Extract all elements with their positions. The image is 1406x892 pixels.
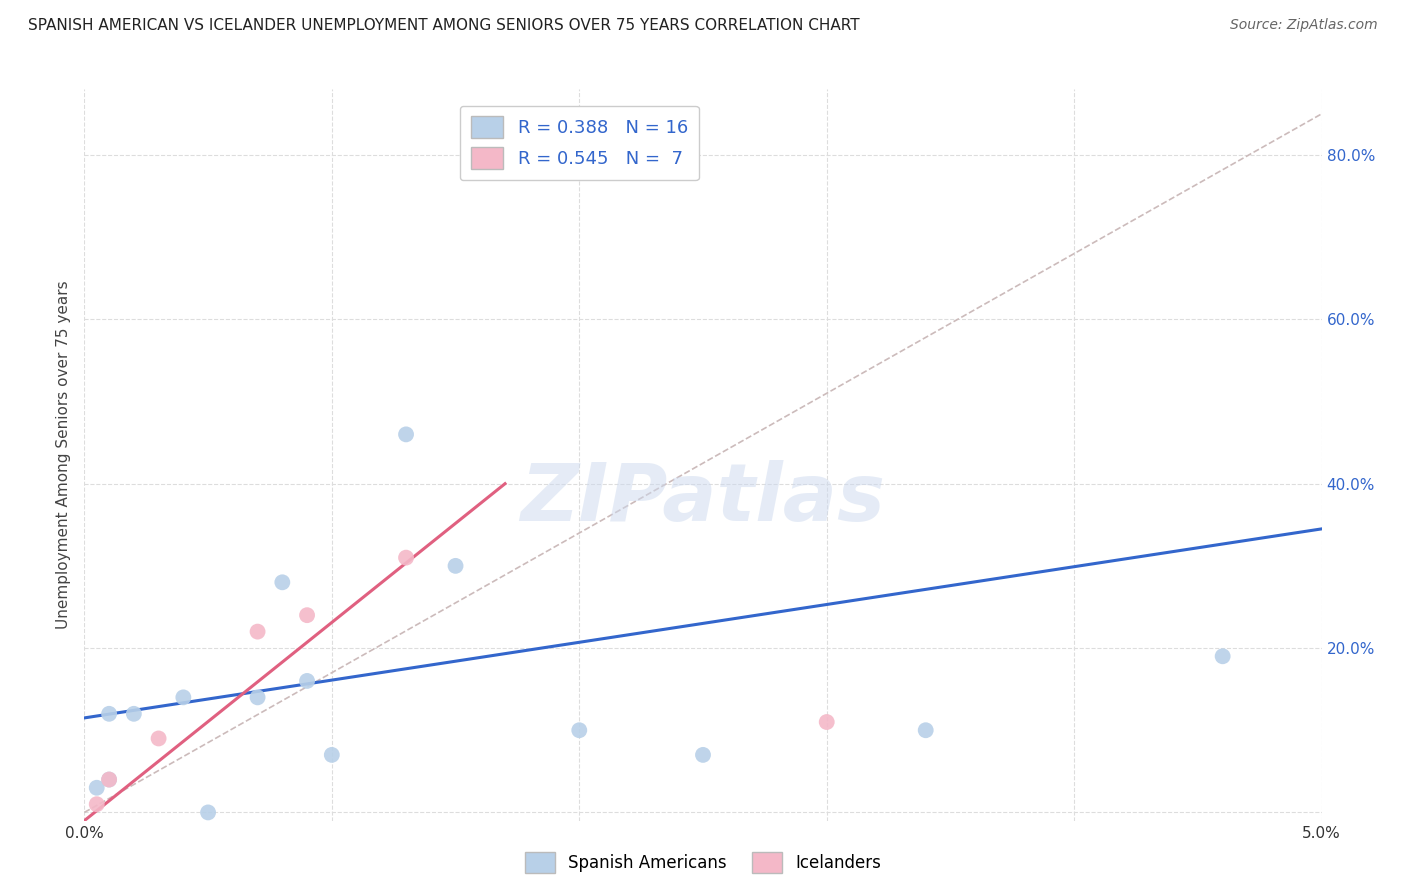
Text: ZIPatlas: ZIPatlas	[520, 459, 886, 538]
Point	[86, 797, 108, 812]
Y-axis label: Unemployment Among Seniors over 75 years: Unemployment Among Seniors over 75 years	[56, 281, 72, 629]
Point	[321, 747, 343, 762]
Point	[295, 673, 318, 688]
Point	[172, 690, 194, 705]
Point	[197, 805, 219, 820]
Point	[914, 723, 936, 738]
Point	[444, 558, 467, 573]
Point	[122, 706, 145, 721]
Point	[395, 427, 418, 442]
Point	[98, 772, 121, 787]
Point	[692, 747, 714, 762]
Point	[246, 690, 269, 705]
Point	[395, 550, 418, 565]
Legend: R = 0.388   N = 16, R = 0.545   N =  7: R = 0.388 N = 16, R = 0.545 N = 7	[460, 105, 699, 180]
Point	[1212, 649, 1234, 664]
Point	[815, 714, 838, 729]
Point	[86, 780, 108, 795]
Legend: Spanish Americans, Icelanders: Spanish Americans, Icelanders	[519, 846, 887, 880]
Text: Source: ZipAtlas.com: Source: ZipAtlas.com	[1230, 18, 1378, 32]
Point	[295, 608, 318, 623]
Text: SPANISH AMERICAN VS ICELANDER UNEMPLOYMENT AMONG SENIORS OVER 75 YEARS CORRELATI: SPANISH AMERICAN VS ICELANDER UNEMPLOYME…	[28, 18, 859, 33]
Point	[98, 772, 121, 787]
Point	[271, 575, 294, 590]
Point	[148, 731, 170, 746]
Point	[246, 624, 269, 639]
Point	[568, 723, 591, 738]
Point	[98, 706, 121, 721]
